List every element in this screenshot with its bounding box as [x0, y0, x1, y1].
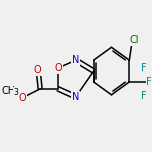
Text: Cl: Cl: [130, 35, 139, 45]
Text: O: O: [33, 65, 41, 75]
Text: O: O: [19, 93, 26, 103]
Text: O: O: [54, 63, 62, 73]
Text: F: F: [141, 63, 147, 73]
Text: N: N: [72, 92, 79, 102]
Text: 3: 3: [13, 88, 18, 97]
Text: N: N: [72, 55, 79, 65]
Text: F: F: [146, 77, 152, 87]
Text: F: F: [141, 91, 147, 101]
Text: CH: CH: [1, 86, 16, 96]
